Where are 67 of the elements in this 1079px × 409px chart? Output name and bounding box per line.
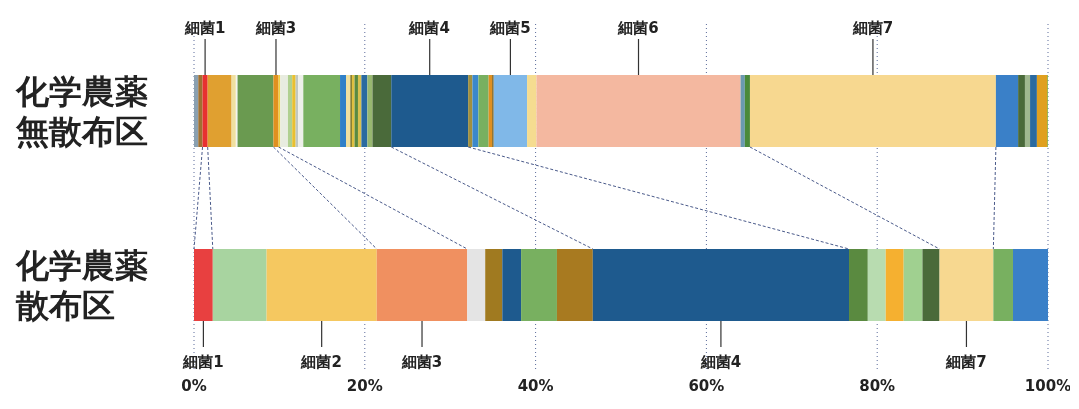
bar xyxy=(1030,75,1037,147)
bar xyxy=(903,249,923,321)
bar xyxy=(298,75,304,147)
bar xyxy=(346,75,351,147)
bar xyxy=(361,75,368,147)
bar xyxy=(885,249,904,321)
bar xyxy=(527,75,537,147)
bar xyxy=(556,249,593,321)
text: 細菌5 xyxy=(489,19,531,37)
x-tick-label: 40% xyxy=(517,376,554,395)
bar xyxy=(478,75,489,147)
bar xyxy=(536,75,741,147)
bar xyxy=(372,75,392,147)
bar xyxy=(472,75,479,147)
bar xyxy=(376,249,468,321)
x-tick-label: 100% xyxy=(1024,376,1072,395)
text: 細菌2 xyxy=(300,353,342,371)
bar xyxy=(391,75,469,147)
bar xyxy=(198,75,203,147)
bar xyxy=(744,75,750,147)
bar xyxy=(502,249,522,321)
bar xyxy=(303,75,341,147)
text: 細菌3 xyxy=(400,353,443,371)
bar xyxy=(1018,75,1025,147)
bar xyxy=(493,75,528,147)
x-tick-label: 20% xyxy=(346,376,383,395)
bar xyxy=(592,249,850,321)
bar xyxy=(521,249,557,321)
text: 細菌4 xyxy=(409,19,450,37)
text: 細菌1 xyxy=(184,19,226,37)
bar xyxy=(231,75,236,147)
text: 細菌1 xyxy=(182,353,224,371)
x-tick-label: 0% xyxy=(181,376,207,395)
bar xyxy=(849,249,868,321)
bar xyxy=(194,75,199,147)
bar xyxy=(939,249,994,321)
bar xyxy=(1012,249,1048,321)
text: 細菌7 xyxy=(945,353,987,371)
bar xyxy=(237,75,274,147)
bar xyxy=(995,75,1019,147)
bar xyxy=(202,75,208,147)
bar xyxy=(922,249,940,321)
bar xyxy=(1036,75,1048,147)
bar xyxy=(467,249,486,321)
bar xyxy=(468,75,473,147)
bar xyxy=(485,249,503,321)
bar xyxy=(212,249,267,321)
x-tick-label: 60% xyxy=(688,376,725,395)
bar xyxy=(1024,75,1031,147)
bar xyxy=(207,75,232,147)
bar xyxy=(266,249,377,321)
bar xyxy=(194,249,213,321)
bar xyxy=(867,249,886,321)
bar xyxy=(367,75,373,147)
bar xyxy=(287,75,293,147)
bar xyxy=(280,75,288,147)
bar xyxy=(340,75,347,147)
bar xyxy=(749,75,996,147)
y-tick-label: 化学農薬無散布区 xyxy=(15,72,148,151)
text: 細菌4 xyxy=(699,353,742,371)
x-tick-label: 80% xyxy=(859,376,896,395)
bar xyxy=(740,75,745,147)
text: 細菌7 xyxy=(852,19,894,37)
text: 細菌6 xyxy=(617,19,659,37)
bar xyxy=(993,249,1013,321)
y-tick-label: 化学農薬散布区 xyxy=(15,246,148,325)
text: 細菌3 xyxy=(255,19,297,37)
